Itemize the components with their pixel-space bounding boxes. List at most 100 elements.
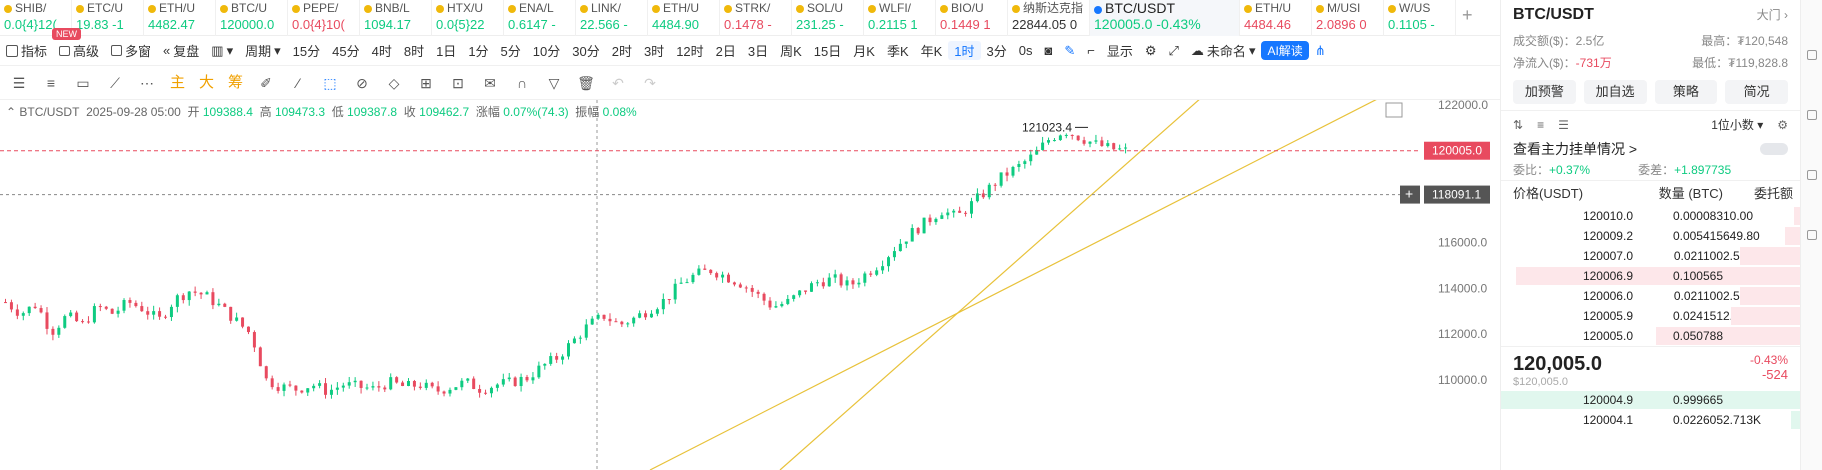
layout-select[interactable]: ☁ 未命名 ▾	[1190, 42, 1256, 60]
interval-option[interactable]: 2日	[715, 44, 736, 59]
bid-row[interactable]: 120004.90.999665119.965K	[1501, 390, 1800, 410]
interval-option[interactable]: 月K	[853, 44, 875, 59]
undo-icon[interactable]: ↶	[612, 74, 624, 91]
rail-icon[interactable]	[1806, 110, 1817, 120]
interval-option[interactable]: 8时	[403, 44, 425, 59]
eraser-icon[interactable]: ◇	[388, 74, 400, 91]
candlestick-chart[interactable]: 110000.0112000.0114000.0116000.0118000.0…	[0, 100, 1500, 470]
add-tab-icon[interactable]: +	[1462, 5, 1473, 25]
note-icon[interactable]: ✉	[484, 74, 496, 91]
rail-icon[interactable]	[1806, 170, 1817, 180]
interval-option[interactable]: 12时	[676, 44, 704, 59]
ask-row[interactable]: 120007.00.0211002.532K	[1501, 246, 1800, 266]
trendline-icon[interactable]: ⟋	[110, 74, 120, 91]
speed-setting[interactable]: 0s	[1018, 43, 1033, 58]
add-alert-button[interactable]: 加预警	[1513, 80, 1576, 104]
settings-icon[interactable]: ⚙	[1777, 117, 1788, 132]
chart-type-button[interactable]: ▥ ▾	[205, 43, 239, 59]
sliders-icon[interactable]: ☰	[12, 74, 26, 91]
big-order-button[interactable]: 大	[199, 73, 215, 91]
ohlc-collapse-icon[interactable]: ⌃	[6, 105, 17, 119]
overview-button[interactable]: 简况	[1725, 80, 1788, 104]
ticker-tab[interactable]: BTC/USDT 120005.0 -0.43%	[1090, 0, 1240, 36]
interval-option[interactable]: 10分	[532, 44, 561, 59]
interval-option[interactable]: 15日	[813, 44, 842, 59]
ticker-tab[interactable]: LINK/22.566 -	[576, 0, 648, 36]
ticker-tab[interactable]: W/US 0.1105 -	[1384, 0, 1456, 36]
interval-option[interactable]: 2时	[611, 44, 632, 59]
indicator-button[interactable]: 指标	[0, 41, 53, 60]
ask-row[interactable]: 120005.00.0507886.095K	[1501, 326, 1800, 346]
rail-icon[interactable]	[1806, 230, 1817, 240]
interval-option[interactable]: 1分	[468, 44, 489, 59]
trash-icon[interactable]: 🗑	[577, 74, 595, 91]
bid-row[interactable]: 120004.1 0.022605 2.713K	[1501, 410, 1800, 430]
ticker-tab[interactable]: ETC/U 19.83 -1	[72, 0, 144, 36]
period-button[interactable]: 周期 ▾	[245, 42, 281, 60]
ticker-tab[interactable]: ENA/L 0.6147 -	[504, 0, 576, 36]
ticker-tab[interactable]: ETH/U 4484.90	[648, 0, 720, 36]
interval-option[interactable]: 3日	[747, 44, 769, 59]
ask-row[interactable]: 120010.0 0.000083 10.00	[1501, 206, 1800, 226]
layout-asks-icon[interactable]: ☰	[1558, 117, 1569, 132]
interval-option[interactable]: 季K	[886, 44, 909, 59]
add-watchlist-button[interactable]: 加自选	[1583, 80, 1647, 104]
ticker-tab[interactable]: BNB/L 1094.17	[360, 0, 432, 36]
rail-icon[interactable]	[1806, 50, 1817, 60]
share-icon[interactable]: ⋔	[1314, 42, 1326, 58]
interval-option[interactable]: 30分	[572, 44, 600, 59]
interval-option[interactable]: 3分	[986, 44, 1007, 59]
strategy-button[interactable]: 策略	[1654, 80, 1718, 104]
ticker-tab[interactable]: BIO/U 0.1449 1	[936, 0, 1008, 36]
ticker-tab[interactable]: 纳斯达克指 22844.05 0	[1008, 0, 1090, 36]
ticker-tab[interactable]: HTX/U 0.0{5}22	[432, 0, 504, 36]
interval-option[interactable]: 4时	[371, 44, 392, 59]
chips-button[interactable]: 筹	[228, 73, 244, 91]
lock-icon[interactable]: ⊡	[452, 74, 464, 91]
ticker-tab[interactable]: ETH/U 4482.47	[144, 0, 216, 36]
ticker-tab[interactable]: BTC/U 120000.0	[216, 0, 288, 36]
interval-option[interactable]: 1日	[436, 44, 457, 59]
layout-bids-icon[interactable]: ≡	[1537, 117, 1545, 132]
ask-row[interactable]: 120006.00.0211002.532K	[1501, 286, 1800, 306]
magnet-icon[interactable]: ∩	[517, 74, 528, 91]
edit-icon[interactable]: ✐	[260, 74, 272, 91]
interval-option[interactable]: 1时	[948, 41, 981, 60]
interval-option[interactable]: 年K	[920, 44, 943, 59]
interval-option[interactable]: 15分	[292, 44, 321, 59]
interval-option[interactable]: 周K	[780, 44, 802, 59]
advanced-button[interactable]: 高级	[53, 41, 105, 60]
crop-icon[interactable]: ⌐	[1087, 43, 1095, 58]
pen-icon[interactable]: ✎	[1064, 42, 1076, 58]
ticker-tab[interactable]: PEPE/0.0{4}10(	[288, 0, 360, 36]
lines-icon[interactable]: ≡	[46, 74, 56, 91]
main-indicator-button[interactable]: 主	[170, 73, 186, 91]
gate-link[interactable]: 大门 ›	[1756, 8, 1788, 22]
settings-icon[interactable]: ⚙	[1144, 42, 1157, 58]
select-icon[interactable]: ⬚	[323, 74, 337, 91]
ai-analysis-button[interactable]: AI解读	[1261, 41, 1309, 60]
pattern-icon[interactable]: ⊞	[420, 74, 432, 91]
replay-button[interactable]: «复盘	[163, 43, 200, 59]
interval-option[interactable]: 45分	[332, 44, 360, 59]
layout-both-icon[interactable]: ⇅	[1513, 117, 1524, 132]
ticker-tab[interactable]: ETH/U 4484.46	[1240, 0, 1312, 36]
filter-icon[interactable]: ▽	[548, 74, 560, 91]
depth-link[interactable]: 查看主力挂单情况 >	[1501, 138, 1800, 160]
decimals-select[interactable]: 1位小数 ▾	[1711, 118, 1764, 132]
multi-window-button[interactable]: 多窗	[105, 41, 157, 60]
depth-toggle[interactable]	[1760, 143, 1788, 155]
camera-icon[interactable]: ◙	[1044, 43, 1053, 58]
ask-row[interactable]: 120009.2 0.005415 649.80	[1501, 226, 1800, 246]
rectangle-icon[interactable]: ▭	[76, 74, 90, 91]
ticker-tab[interactable]: SHIB/0.0{4}12(	[0, 0, 72, 36]
fullscreen-icon[interactable]: ⤢	[1168, 42, 1179, 58]
display-button[interactable]: 显示	[1106, 44, 1133, 59]
ask-row[interactable]: 120005.90.0241512.898K	[1501, 306, 1800, 326]
redo-icon[interactable]: ↷	[644, 74, 656, 91]
ticker-tab[interactable]: SOL/U 231.25 -	[792, 0, 864, 36]
brush-icon[interactable]: ⁄	[296, 74, 300, 91]
ticker-tab[interactable]: WLFI/0.2115 1	[864, 0, 936, 36]
interval-option[interactable]: 5分	[500, 44, 521, 59]
